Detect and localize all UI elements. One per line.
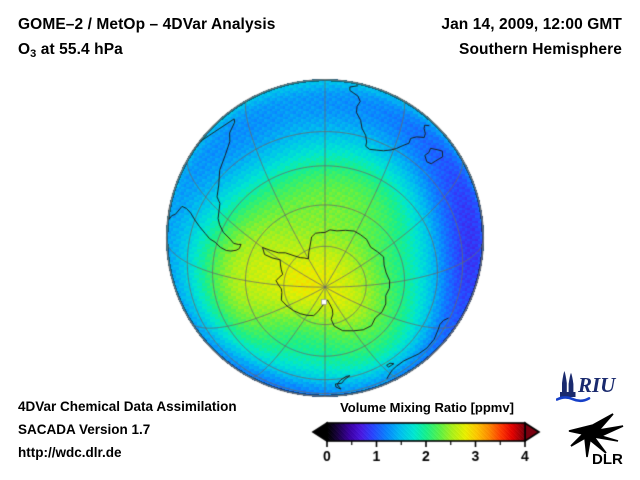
riu-logo-text: RIU (577, 373, 617, 397)
dlr-logo: DLR (566, 411, 628, 467)
dlr-logo-svg: DLR (568, 413, 624, 467)
dlr-star-icon (568, 413, 624, 458)
footer-left-block: 4DVar Chemical Data Assimilation SACADA … (18, 395, 318, 464)
footer-version-label: SACADA Version 1.7 (18, 422, 151, 437)
riu-wave-icon (556, 396, 591, 403)
subtitle-level: at 55.4 hPa (36, 41, 123, 58)
colorbar-title: Volume Mixing Ratio [ppmv] (340, 400, 514, 415)
colorbar-scale (310, 421, 542, 469)
header-left-block: GOME–2 / MetOp – 4DVar Analysis O3 at 55… (18, 12, 348, 64)
subtitle-species: O (18, 41, 31, 58)
region-label: Southern Hemisphere (459, 41, 622, 58)
orthographic-globe-canvas (160, 72, 492, 404)
page-subtitle: O3 at 55.4 hPa (18, 37, 348, 64)
riu-logo: RIU (556, 371, 634, 405)
riu-logo-svg: RIU (556, 371, 617, 403)
footer-url-link[interactable]: http://wdc.dlr.de (18, 445, 122, 460)
subtitle-subscript: 3 (30, 48, 37, 60)
colorbar-block: Volume Mixing Ratio [ppmv] (310, 400, 542, 469)
header-right-block: Jan 14, 2009, 12:00 GMT Southern Hemisph… (322, 12, 622, 62)
footer-assimilation-label: 4DVar Chemical Data Assimilation (18, 399, 237, 414)
dlr-logo-text: DLR (592, 451, 623, 467)
datetime-label: Jan 14, 2009, 12:00 GMT (441, 16, 622, 33)
cathedral-icon (560, 371, 576, 397)
page-title: GOME–2 / MetOp – 4DVar Analysis (18, 16, 276, 33)
globe-map-panel (160, 72, 492, 404)
